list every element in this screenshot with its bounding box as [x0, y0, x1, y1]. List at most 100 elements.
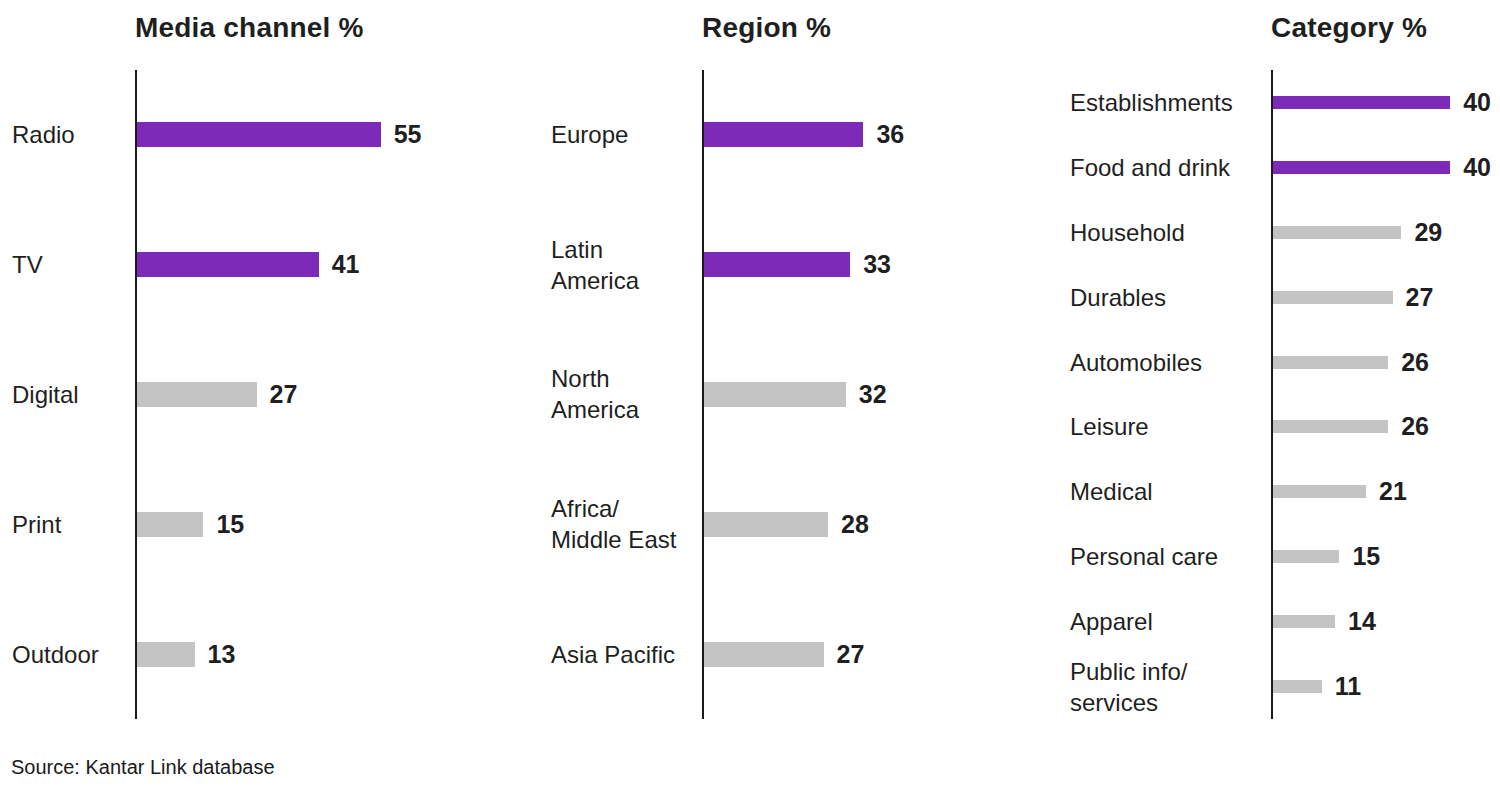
- bar-value: 21: [1379, 477, 1407, 506]
- bar: [1273, 161, 1450, 174]
- bar-label: Print: [12, 509, 135, 540]
- bar-row: Automobiles 26: [1070, 330, 1500, 395]
- bar-area: 13: [137, 640, 235, 669]
- bar-area: 29: [1273, 218, 1442, 247]
- bar-area: 32: [704, 380, 887, 409]
- bar-area: 11: [1273, 672, 1361, 701]
- bar-label: Latin America: [551, 234, 702, 296]
- bar-value: 26: [1401, 412, 1429, 441]
- bar-area: 40: [1273, 88, 1491, 117]
- bar-area: 28: [704, 510, 869, 539]
- media-channel-chart: Media channel % Radio 55 TV 41 Digital 27 Prin…: [12, 0, 532, 760]
- bar-row: Establishments 40: [1070, 70, 1500, 135]
- bar-value: 26: [1401, 348, 1429, 377]
- bar-label: Leisure: [1070, 411, 1271, 442]
- bar: [137, 512, 203, 537]
- bar-row: Personal care 15: [1070, 524, 1500, 589]
- bar-row: Apparel 14: [1070, 589, 1500, 654]
- region-chart: Region % Europe 36 Latin America 33 North Am…: [551, 0, 1056, 760]
- bar-value: 36: [876, 120, 904, 149]
- bar-value: 55: [394, 120, 422, 149]
- bar-label: Durables: [1070, 282, 1271, 313]
- bar: [1273, 291, 1393, 304]
- bar-value: 14: [1348, 607, 1376, 636]
- bar-value: 40: [1463, 88, 1491, 117]
- bar-area: 26: [1273, 348, 1429, 377]
- bar-rows: Europe 36 Latin America 33 North America 32 Af…: [551, 70, 1056, 719]
- bar-row: Digital 27: [12, 330, 532, 460]
- bar-area: 41: [137, 250, 359, 279]
- bar-rows: Establishments 40 Food and drink 40 Househol…: [1070, 70, 1500, 719]
- bar-row: Household 29: [1070, 200, 1500, 265]
- category-chart: Category % Establishments40Food and drin…: [1070, 0, 1500, 760]
- bar-value: 27: [1406, 283, 1434, 312]
- bar-value: 40: [1463, 153, 1491, 182]
- bar: [704, 512, 828, 537]
- bar-area: 26: [1273, 412, 1429, 441]
- bar-label: Food and drink: [1070, 152, 1271, 183]
- bar-row: Africa/ Middle East 28: [551, 459, 1056, 589]
- bar: [704, 252, 850, 277]
- bar-area: 27: [704, 640, 864, 669]
- bar-label: Household: [1070, 217, 1271, 248]
- bar-value: 13: [208, 640, 236, 669]
- source-caption: Source: Kantar Link database: [11, 756, 275, 779]
- bar: [137, 642, 195, 667]
- bar-area: 14: [1273, 607, 1376, 636]
- bar-area: 36: [704, 120, 904, 149]
- bar: [1273, 550, 1339, 563]
- bar-area: 27: [137, 380, 297, 409]
- bar-label: Digital: [12, 379, 135, 410]
- bar-row: North America 32: [551, 330, 1056, 460]
- bar-label: TV: [12, 249, 135, 280]
- bar-area: 40: [1273, 153, 1491, 182]
- bar-label: Automobiles: [1070, 347, 1271, 378]
- bar-rows: Radio 55 TV 41 Digital 27 Print 15 Outdoor 13: [12, 70, 532, 719]
- bar-area: 55: [137, 120, 421, 149]
- bar: [704, 122, 863, 147]
- bar-row: Radio 55: [12, 70, 532, 200]
- bar-label: Asia Pacific: [551, 639, 702, 670]
- bar-row: Medical 21: [1070, 459, 1500, 524]
- bar-row: TV 41: [12, 200, 532, 330]
- bar-label: Establishments: [1070, 87, 1271, 118]
- bar-value: 27: [270, 380, 298, 409]
- region-chart-title: Region %: [702, 12, 831, 44]
- bar-label: Apparel: [1070, 606, 1271, 637]
- bar-area: 15: [1273, 542, 1380, 571]
- bar-area: 21: [1273, 477, 1407, 506]
- bar-row: Print 15: [12, 459, 532, 589]
- bar-area: 27: [1273, 283, 1433, 312]
- bar-label: Outdoor: [12, 639, 135, 670]
- bar-label: Africa/ Middle East: [551, 493, 702, 555]
- bar-value: 32: [859, 380, 887, 409]
- bar-value: 29: [1414, 218, 1442, 247]
- bar-area: 33: [704, 250, 891, 279]
- bar-value: 15: [1352, 542, 1380, 571]
- bar: [1273, 96, 1450, 109]
- bar: [137, 122, 381, 147]
- media-channel-chart-title: Media channel %: [135, 12, 364, 44]
- bar-label: Europe: [551, 119, 702, 150]
- bar-label: Radio: [12, 119, 135, 150]
- bar-value: 41: [332, 250, 360, 279]
- bar-label: North America: [551, 363, 702, 425]
- bar: [1273, 680, 1322, 693]
- bar: [1273, 420, 1388, 433]
- bar-label: Medical: [1070, 476, 1271, 507]
- bar-value: 11: [1335, 672, 1361, 701]
- bar-value: 27: [837, 640, 865, 669]
- bar: [1273, 356, 1388, 369]
- bar-value: 28: [841, 510, 869, 539]
- bar-row: Asia Pacific 27: [551, 589, 1056, 719]
- bar: [137, 382, 257, 407]
- category-chart-title: Category %: [1271, 12, 1427, 44]
- bar-row: Food and drink 40: [1070, 135, 1500, 200]
- bar-value: 33: [863, 250, 891, 279]
- bar-label: Personal care: [1070, 541, 1271, 572]
- bar-value: 15: [216, 510, 244, 539]
- bar-row: Durables 27: [1070, 265, 1500, 330]
- bar: [1273, 485, 1366, 498]
- bar-label: Public info/ services: [1070, 656, 1271, 718]
- bar: [1273, 226, 1401, 239]
